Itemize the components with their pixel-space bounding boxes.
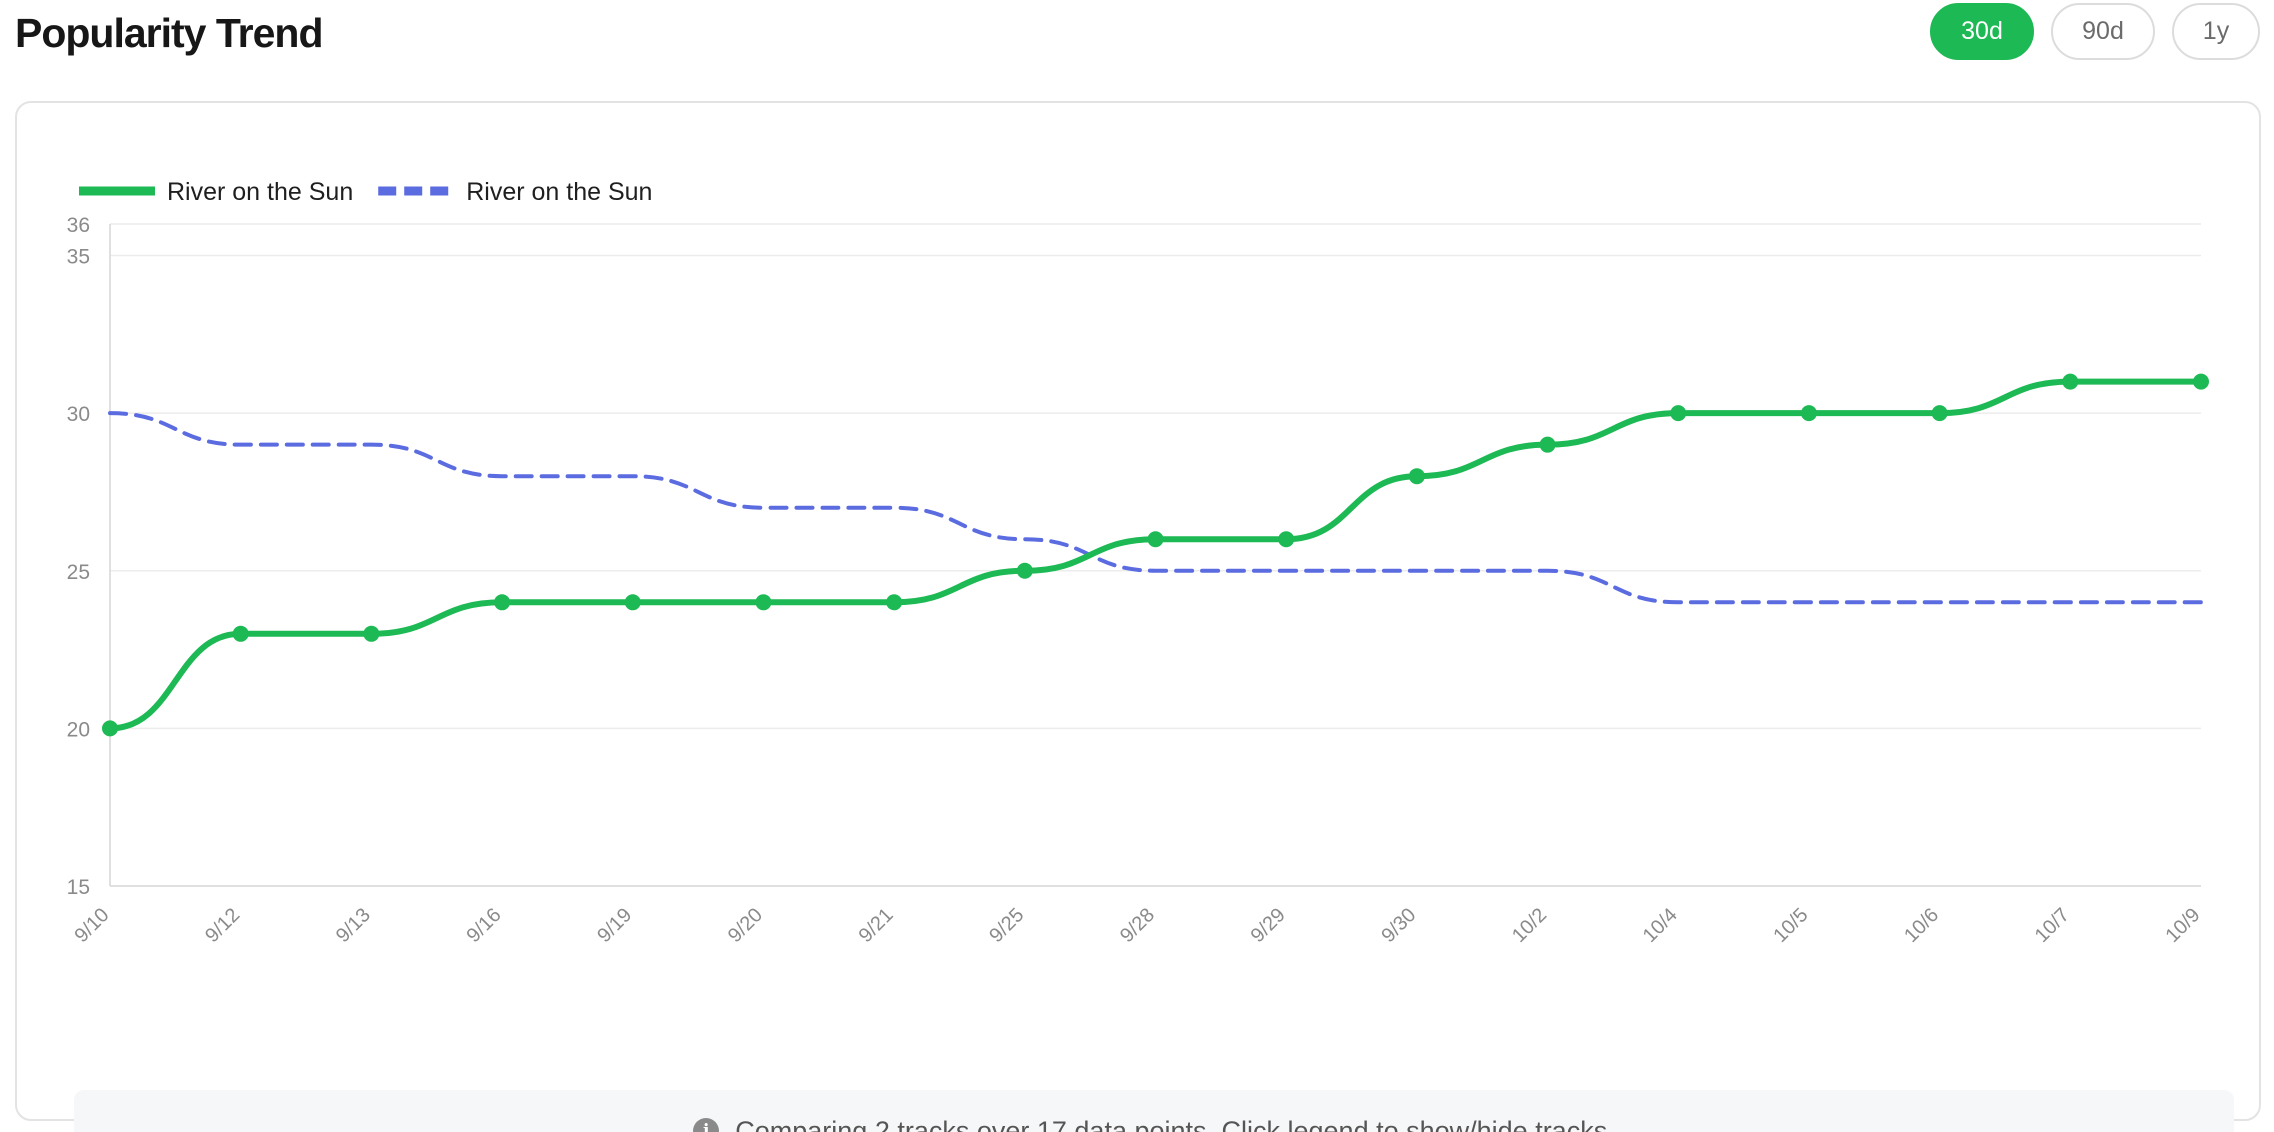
series-1-point [1931,405,1948,422]
series-1-point [1147,531,1164,548]
series-1-point [102,720,118,737]
x-tick-label: 9/10 [70,904,113,947]
series-1-point [2062,373,2079,390]
series-1-point [1670,405,1687,422]
series-line-2 [108,411,2203,605]
legend-item-2[interactable]: River on the Sun [378,178,652,206]
legend-label-2: River on the Sun [466,178,652,206]
x-tick-label: 9/30 [1377,904,1420,947]
x-tick-label: 10/7 [2031,904,2074,947]
range-button-90d[interactable]: 90d [2051,3,2155,60]
series-1-point [1539,436,1556,453]
series-1-point [624,594,641,611]
series-1-point [494,594,511,611]
x-tick-label: 9/29 [1247,904,1290,947]
info-bar: i Comparing 2 tracks over 17 data points… [74,1090,2234,1132]
y-tick-label: 25 [67,561,90,584]
x-tick-label: 9/12 [201,904,244,947]
series-1-point [1016,562,1033,579]
x-tick-label: 10/6 [1900,904,1943,947]
range-button-30d[interactable]: 30d [1930,3,2034,60]
series-1-point [886,594,903,611]
x-tick-label: 10/9 [2161,904,2204,947]
x-tick-label: 9/28 [1116,904,1159,947]
x-tick-label: 9/21 [855,904,898,947]
series-1-point [1278,531,1295,548]
range-button-1y[interactable]: 1y [2172,3,2260,60]
y-tick-label: 36 [67,214,90,237]
x-tick-label: 10/2 [1508,904,1551,947]
legend-label-1: River on the Sun [167,178,353,206]
x-tick-label: 9/20 [724,904,767,947]
y-tick-label: 35 [67,246,90,269]
series-1-point [232,625,249,642]
x-tick-label: 10/4 [1639,904,1682,947]
series-line-1 [107,378,2204,732]
series-1-point [2193,373,2209,390]
time-range-selector: 30d 90d 1y [1930,3,2260,60]
series-1-point [363,625,380,642]
info-icon: i [693,1118,720,1132]
popularity-line-chart: 15 20 25 30 35 36 9/10 9/12 9/13 9/16 9/19 9/20 9/21… [67,178,2209,947]
x-tick-label: 9/13 [332,904,375,947]
y-tick-label: 30 [67,403,90,426]
page-title: Popularity Trend [15,10,323,56]
x-tick-label: 9/16 [463,904,506,947]
chart-card: 15 20 25 30 35 36 9/10 9/12 9/13 9/16 9/19 9/20 9/21… [15,101,2261,1132]
y-tick-label: 15 [67,876,90,899]
x-tick-label: 9/19 [593,904,636,947]
x-tick-label: 10/5 [1769,904,1812,947]
series-1-point [755,594,772,611]
info-text: Comparing 2 tracks over 17 data points. … [735,1115,1615,1132]
series-1-point [1800,405,1817,422]
series-1-point [1408,468,1425,485]
y-tick-label: 20 [67,718,90,741]
x-tick-label: 9/25 [985,904,1028,947]
legend-item-1[interactable]: River on the Sun [79,178,353,206]
